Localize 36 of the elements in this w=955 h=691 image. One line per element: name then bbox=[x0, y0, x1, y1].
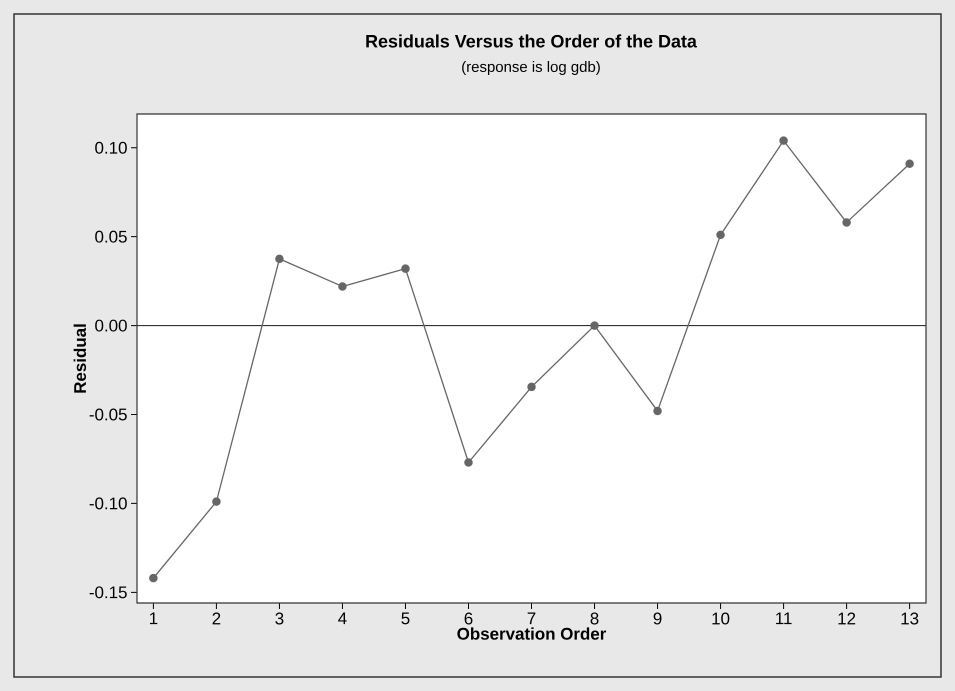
x-tick-label: 10 bbox=[712, 612, 730, 625]
point bbox=[590, 321, 599, 330]
y-tick-label: -0.10 bbox=[90, 497, 127, 510]
y-tick-label: -0.15 bbox=[90, 586, 127, 598]
point bbox=[905, 160, 914, 168]
y-axis-title: Residual bbox=[74, 324, 86, 393]
x-tick-label: 5 bbox=[401, 612, 410, 624]
x-tick-label: 2 bbox=[212, 612, 220, 624]
x-tick-label: 11 bbox=[776, 612, 792, 624]
y-tick-label: -0.05 bbox=[90, 408, 127, 420]
chart-subtitle: (response is log gdb) bbox=[462, 61, 600, 75]
point bbox=[401, 264, 410, 273]
point bbox=[527, 382, 536, 392]
x-tick-label: 3 bbox=[275, 612, 284, 625]
y-tick-label: 0.00 bbox=[95, 320, 127, 332]
x-tick-label: 8 bbox=[590, 612, 599, 625]
x-axis-title: Observation Order bbox=[457, 627, 606, 640]
x-tick-label: 13 bbox=[902, 612, 918, 625]
point bbox=[779, 136, 788, 145]
x-tick-label: 4 bbox=[338, 612, 347, 624]
x-tick-label: 7 bbox=[528, 612, 536, 624]
chart-title: Residuals Versus the Order of the Data bbox=[366, 34, 698, 48]
point bbox=[149, 574, 158, 582]
y-tick-label: 0.05 bbox=[95, 230, 127, 243]
point bbox=[275, 254, 284, 264]
point bbox=[338, 282, 347, 291]
y-tick-label: 0.10 bbox=[95, 142, 127, 154]
point bbox=[653, 406, 662, 416]
point bbox=[842, 218, 851, 227]
point bbox=[464, 458, 473, 467]
x-tick-label: 12 bbox=[838, 612, 856, 624]
point bbox=[212, 497, 221, 506]
point bbox=[716, 230, 725, 240]
x-tick-label: 1 bbox=[150, 612, 158, 624]
x-tick-label: 6 bbox=[464, 612, 472, 625]
x-tick-label: 9 bbox=[654, 612, 662, 625]
